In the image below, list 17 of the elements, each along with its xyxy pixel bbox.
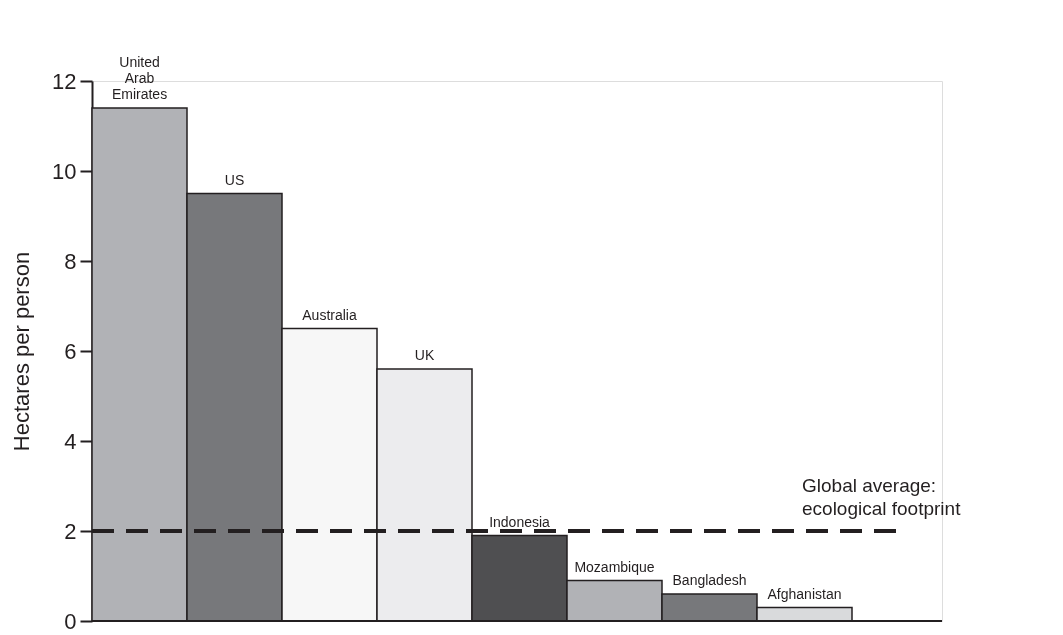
y-tick-label: 4 [64, 428, 77, 454]
y-tick-label: 2 [64, 518, 77, 544]
x-tick-label: Afghanistan [767, 585, 842, 602]
x-tick-label: Bangladesh [672, 572, 747, 588]
y-tick-label: 12 [52, 68, 77, 94]
y-tick-label: 0 [64, 608, 77, 634]
y-tick-label: 6 [64, 338, 77, 364]
ref-line-label: Global average: ecological footprint [802, 475, 962, 519]
y-tick-label: 10 [52, 158, 77, 184]
x-tick-label: United Arab Emirates [111, 54, 168, 102]
y-tick-label: 8 [64, 248, 77, 274]
x-tick-label: US [224, 171, 245, 188]
x-tick-label: Australia [302, 306, 357, 323]
x-tick-label: Mozambique [574, 558, 655, 575]
x-tick-label: UK [414, 347, 435, 363]
y-axis-title: Hectares per person [9, 251, 35, 452]
x-tick-label: Indonesia [489, 513, 551, 530]
